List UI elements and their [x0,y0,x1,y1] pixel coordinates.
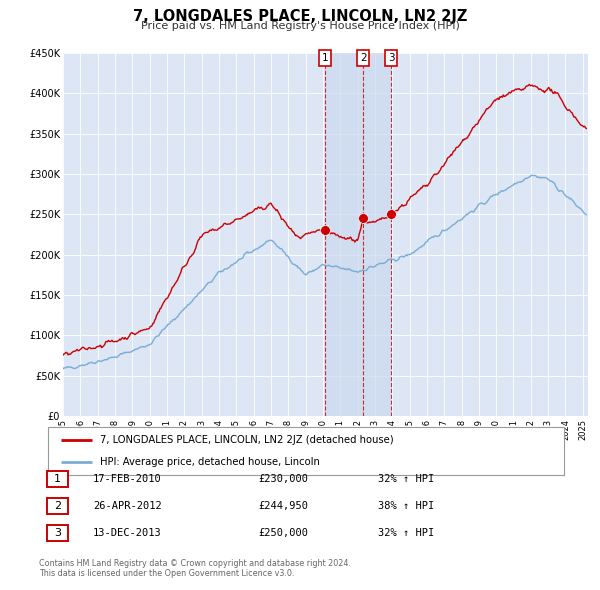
Text: 7, LONGDALES PLACE, LINCOLN, LN2 2JZ (detached house): 7, LONGDALES PLACE, LINCOLN, LN2 2JZ (de… [100,435,393,445]
Text: 7, LONGDALES PLACE, LINCOLN, LN2 2JZ: 7, LONGDALES PLACE, LINCOLN, LN2 2JZ [133,9,467,24]
Text: 17-FEB-2010: 17-FEB-2010 [93,474,162,484]
Text: This data is licensed under the Open Government Licence v3.0.: This data is licensed under the Open Gov… [39,569,295,578]
Text: 32% ↑ HPI: 32% ↑ HPI [378,529,434,538]
Bar [325,53,391,416]
Text: 26-APR-2012: 26-APR-2012 [93,502,162,511]
Text: 1: 1 [322,53,328,63]
Text: 32% ↑ HPI: 32% ↑ HPI [378,474,434,484]
Text: £230,000: £230,000 [258,474,308,484]
Text: £244,950: £244,950 [258,502,308,511]
Text: Price paid vs. HM Land Registry's House Price Index (HPI): Price paid vs. HM Land Registry's House … [140,21,460,31]
Text: 2: 2 [360,53,367,63]
Text: 38% ↑ HPI: 38% ↑ HPI [378,502,434,511]
Text: 2: 2 [54,502,61,511]
Text: £250,000: £250,000 [258,529,308,538]
Point [320,226,330,235]
Text: Contains HM Land Registry data © Crown copyright and database right 2024.: Contains HM Land Registry data © Crown c… [39,559,351,568]
Text: HPI: Average price, detached house, Lincoln: HPI: Average price, detached house, Linc… [100,457,319,467]
Point [386,209,396,219]
Text: 1: 1 [54,474,61,484]
Text: 3: 3 [54,529,61,538]
Text: 3: 3 [388,53,395,63]
Text: 13-DEC-2013: 13-DEC-2013 [93,529,162,538]
Point [358,214,368,223]
